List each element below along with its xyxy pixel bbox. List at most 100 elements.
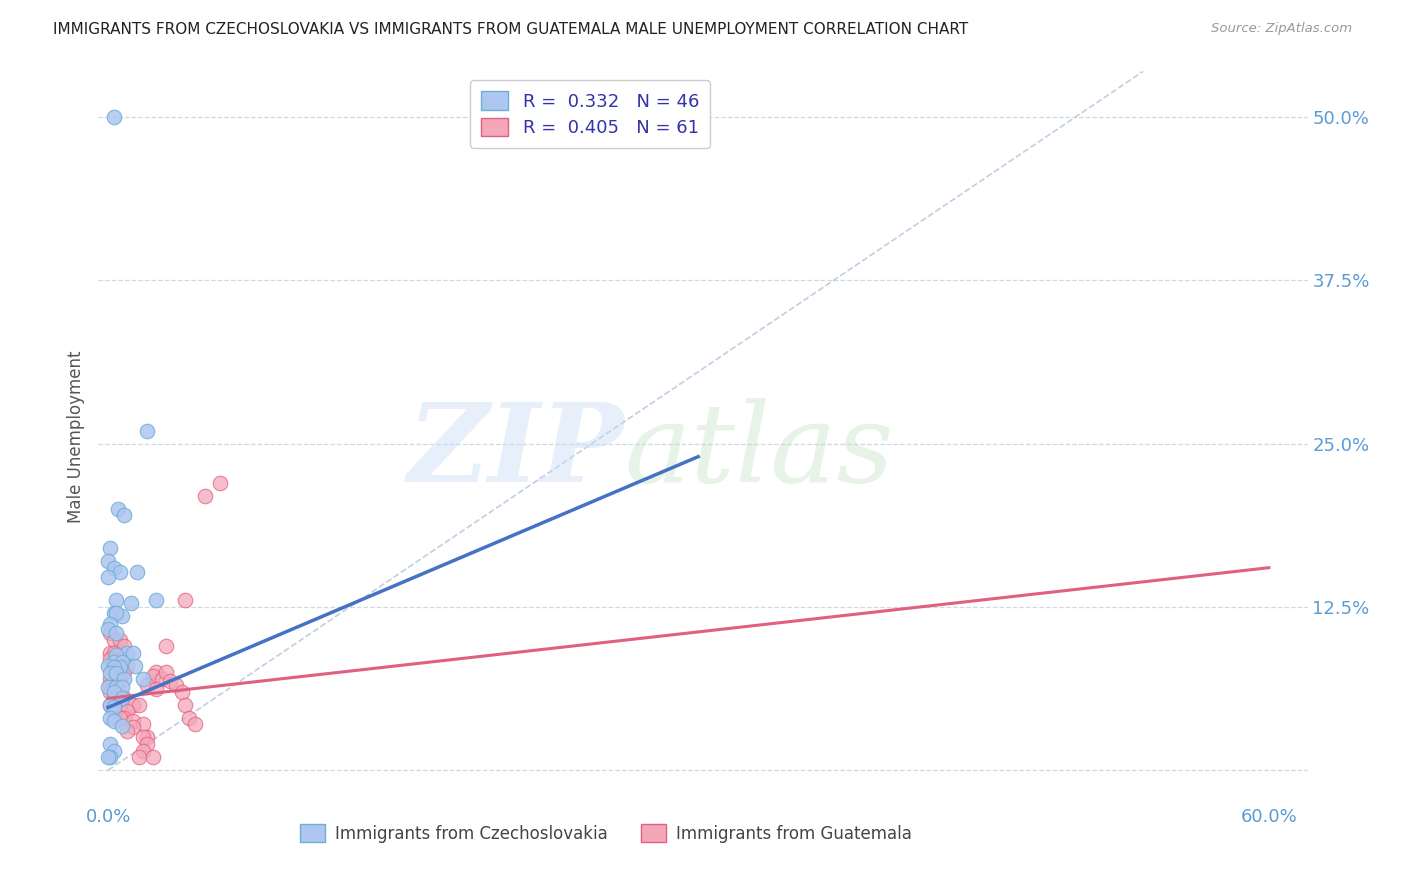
Point — [98, 652, 121, 666]
Point — [179, 711, 201, 725]
Point — [103, 743, 125, 757]
Point — [98, 737, 121, 751]
Point — [97, 680, 120, 694]
Point — [103, 698, 125, 712]
Point — [103, 646, 125, 660]
Point — [107, 502, 129, 516]
Point — [103, 685, 125, 699]
Point — [209, 475, 232, 490]
Point — [111, 719, 134, 733]
Point — [117, 723, 139, 738]
Point — [108, 565, 131, 579]
Point — [108, 632, 131, 647]
Point — [97, 750, 120, 764]
Point — [104, 607, 127, 621]
Point — [108, 694, 131, 708]
Point — [174, 698, 197, 712]
Point — [97, 622, 120, 636]
Point — [108, 698, 131, 712]
Point — [165, 678, 187, 692]
Point — [111, 680, 134, 694]
Point — [111, 691, 134, 706]
Point — [117, 658, 139, 673]
Point — [132, 672, 155, 686]
Point — [184, 717, 207, 731]
Point — [145, 593, 167, 607]
Point — [120, 596, 142, 610]
Point — [103, 691, 125, 706]
Point — [155, 639, 177, 653]
Point — [104, 593, 127, 607]
Point — [108, 652, 131, 666]
Point — [170, 685, 193, 699]
Point — [104, 666, 127, 681]
Point — [103, 655, 125, 669]
Point — [132, 731, 155, 745]
Point — [112, 672, 135, 686]
Point — [104, 626, 127, 640]
Point — [103, 607, 125, 621]
Point — [98, 626, 121, 640]
Point — [98, 646, 121, 660]
Point — [103, 700, 125, 714]
Point — [117, 646, 139, 660]
Point — [112, 691, 135, 706]
Point — [103, 681, 125, 695]
Y-axis label: Male Unemployment: Male Unemployment — [66, 351, 84, 524]
Point — [103, 700, 125, 714]
Point — [98, 616, 121, 631]
Point — [108, 660, 131, 674]
Point — [194, 489, 217, 503]
Point — [98, 678, 121, 692]
Point — [135, 424, 157, 438]
Point — [103, 665, 125, 680]
Point — [103, 705, 125, 719]
Point — [124, 658, 146, 673]
Point — [111, 655, 134, 669]
Text: atlas: atlas — [624, 398, 894, 506]
Point — [98, 666, 121, 681]
Point — [108, 685, 131, 699]
Point — [103, 560, 125, 574]
Point — [122, 714, 145, 728]
Point — [159, 674, 181, 689]
Point — [174, 593, 197, 607]
Point — [135, 731, 157, 745]
Point — [142, 750, 165, 764]
Point — [128, 750, 150, 764]
Point — [145, 665, 167, 680]
Point — [103, 714, 125, 728]
Point — [150, 672, 173, 686]
Legend: Immigrants from Czechoslovakia, Immigrants from Guatemala: Immigrants from Czechoslovakia, Immigran… — [294, 818, 920, 849]
Point — [98, 541, 121, 555]
Point — [108, 672, 131, 686]
Point — [103, 678, 125, 692]
Point — [145, 682, 167, 697]
Point — [103, 632, 125, 647]
Point — [112, 508, 135, 523]
Text: ZIP: ZIP — [408, 398, 624, 506]
Point — [104, 680, 127, 694]
Point — [97, 570, 120, 584]
Point — [132, 717, 155, 731]
Point — [112, 639, 135, 653]
Point — [111, 609, 134, 624]
Point — [98, 672, 121, 686]
Point — [135, 678, 157, 692]
Point — [122, 646, 145, 660]
Point — [97, 658, 120, 673]
Point — [122, 698, 145, 712]
Text: Source: ZipAtlas.com: Source: ZipAtlas.com — [1212, 22, 1353, 36]
Point — [103, 658, 125, 673]
Point — [112, 711, 135, 725]
Point — [103, 652, 125, 666]
Point — [108, 661, 131, 675]
Point — [117, 705, 139, 719]
Point — [104, 648, 127, 663]
Point — [142, 669, 165, 683]
Point — [97, 554, 120, 568]
Text: IMMIGRANTS FROM CZECHOSLOVAKIA VS IMMIGRANTS FROM GUATEMALA MALE UNEMPLOYMENT CO: IMMIGRANTS FROM CZECHOSLOVAKIA VS IMMIGR… — [53, 22, 969, 37]
Point — [122, 720, 145, 734]
Point — [103, 658, 125, 673]
Point — [135, 737, 157, 751]
